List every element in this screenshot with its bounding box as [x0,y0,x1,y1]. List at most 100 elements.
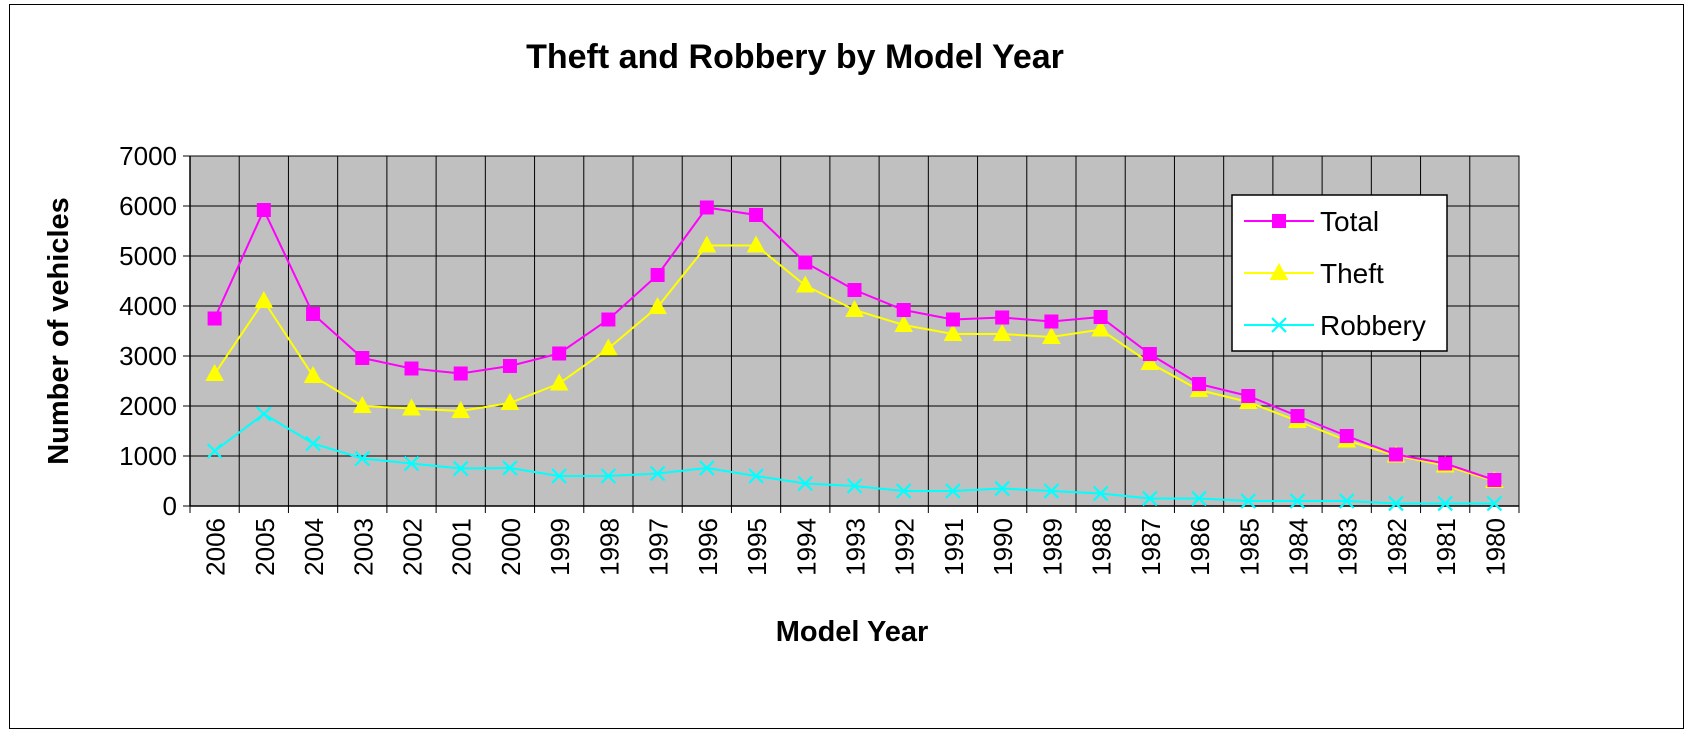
data-point-robbery [551,468,567,484]
data-point-robbery [1338,493,1355,509]
x-tick-labels: 2006 2005 2004 2003 2002 2001 2000 1999 1998 1997… [201,518,1511,576]
data-point-robbery [354,450,371,467]
data-point-total [1290,409,1305,423]
x-tick-label: 1984 [1284,518,1314,576]
data-point-total [1388,447,1403,462]
data-point-robbery [452,460,469,477]
data-point-theft [845,299,864,317]
x-tick-label: 2001 [447,518,477,576]
data-point-robbery [1486,495,1503,512]
y-tick-labels: 0 1000 2000 3000 4000 5000 6000 7000 [119,141,177,521]
x-tick-label: 1999 [545,518,575,576]
y-tick-label: 2000 [119,391,177,421]
series-total [207,200,1502,487]
y-tick-label: 3000 [119,341,177,371]
x-tick-label: 1998 [594,518,624,576]
data-point-robbery [1240,493,1257,509]
data-point-theft [697,235,717,253]
y-axis-title: Number of vehicles [43,197,75,465]
data-point-total [552,346,567,361]
data-point-theft [402,398,421,416]
x-tick-label: 1992 [890,518,920,576]
data-point-theft [795,275,815,293]
legend-item-theft: Theft [1244,258,1384,289]
x-tick-label: 1987 [1136,518,1166,576]
data-point-robbery [1191,490,1207,507]
x-tick-label: 2000 [496,518,526,576]
legend: Total Theft Robbery [1231,194,1448,352]
data-point-robbery [1289,493,1306,509]
x-tick-label: 1980 [1480,518,1510,576]
data-point-robbery [600,468,617,484]
data-point-theft [943,323,963,341]
x-tick-label: 1995 [742,518,772,576]
data-point-theft [1140,352,1160,370]
data-point-total [601,312,616,327]
data-point-theft [500,392,520,410]
data-point-theft [205,363,224,381]
axes [183,155,1520,513]
x-tick-label: 1982 [1382,518,1412,576]
x-tick-label: 1981 [1431,518,1461,576]
x-tick-label: 1991 [939,518,969,576]
data-point-total [1339,429,1354,443]
legend-label-total: Total [1320,206,1379,237]
legend-label-robbery: Robbery [1320,310,1426,341]
data-point-theft [451,400,471,418]
x-tick-label: 2004 [299,518,329,576]
x-tick-label: 1997 [644,518,674,576]
data-point-total [1192,377,1207,391]
data-point-total [1487,473,1502,487]
data-point-theft [599,338,618,356]
data-point-total [749,208,764,222]
data-point-robbery [1142,490,1158,507]
data-point-theft [746,235,766,253]
data-point-theft [352,395,372,413]
data-point-theft [894,314,914,332]
x-tick-label: 2006 [201,518,231,576]
data-point-robbery [305,435,321,452]
data-point-total [207,311,222,326]
data-point-robbery [1437,495,1453,512]
data-point-total [896,303,911,317]
x-tick-label: 1986 [1185,518,1215,576]
chart-svg: Theft and Robbery by Model Year 0 1000 200… [43,38,1520,648]
x-tick-label: 1993 [841,518,871,576]
legend-marker-theft [1269,262,1289,280]
chart-frame: Theft and Robbery by Model Year 0 1000 200… [9,4,1684,729]
data-point-total [1044,314,1059,329]
data-point-total [995,310,1010,325]
x-tick-label: 2002 [398,518,428,576]
data-point-total [1093,310,1108,324]
data-point-total [699,200,714,215]
data-point-robbery [797,475,814,492]
data-point-total [355,351,370,365]
data-point-robbery [256,406,272,422]
data-point-robbery [994,480,1010,497]
x-tick-label: 1990 [988,518,1018,576]
y-tick-label: 7000 [119,141,177,171]
y-tick-label: 5000 [119,241,177,271]
x-tick-label: 2003 [348,518,378,576]
data-point-robbery [945,483,961,499]
data-point-total [798,255,813,270]
data-point-total [1438,456,1453,471]
data-point-robbery [649,465,666,482]
data-point-robbery [1043,483,1060,499]
data-point-theft [303,365,323,383]
data-point-robbery [699,460,715,476]
legend-item-robbery: Robbery [1244,310,1426,341]
data-point-robbery [1388,495,1404,512]
y-tick-label: 6000 [119,191,177,221]
data-point-total [650,268,665,282]
data-point-total [306,307,321,321]
data-point-total [502,359,517,373]
data-point-robbery [403,455,420,472]
data-point-robbery [502,460,518,476]
x-axis-title: Model Year [776,616,929,648]
x-tick-label: 1988 [1087,518,1117,576]
data-point-robbery [846,478,863,494]
legend-label-theft: Theft [1320,258,1384,289]
series-layer [205,200,1504,512]
data-point-total [1142,347,1157,361]
